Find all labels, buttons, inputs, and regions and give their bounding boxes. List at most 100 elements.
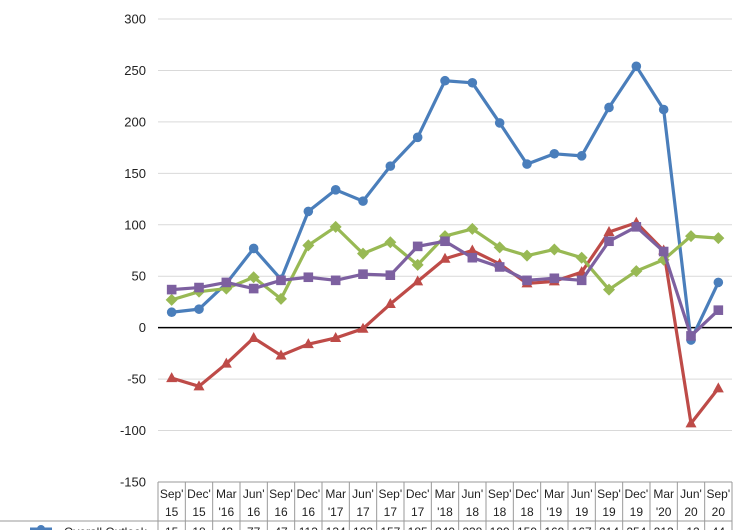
data-point — [357, 322, 369, 333]
data-point — [385, 270, 396, 280]
data-point — [412, 275, 424, 286]
table-row-value: 169 — [544, 525, 564, 530]
data-point — [276, 275, 286, 286]
x-category-label: 16 — [302, 505, 316, 519]
table-row-value: 123 — [353, 525, 373, 530]
y-axis: 300 250 200 150 100 50 0 -50 -100 -150 — [120, 12, 146, 490]
data-point — [248, 243, 259, 254]
x-category-label: Jun' — [352, 487, 374, 501]
data-point — [576, 151, 587, 161]
x-category-label: '16 — [219, 505, 235, 519]
x-category-label: '19 — [547, 505, 563, 519]
x-category-label: Jun' — [680, 487, 702, 501]
data-point — [439, 252, 451, 263]
data-point — [358, 196, 368, 206]
x-category-label: Jun' — [243, 487, 265, 501]
x-category-label: '17 — [328, 505, 344, 519]
series-1 — [166, 61, 724, 345]
x-category-label: Mar — [216, 487, 237, 501]
y-tick-label: 250 — [124, 63, 146, 78]
table-row-value: 44 — [712, 525, 726, 530]
table-row-value: -12 — [682, 525, 700, 530]
x-category-label: 18 — [466, 505, 480, 519]
y-tick-label: 100 — [124, 217, 146, 232]
data-point — [166, 284, 177, 295]
data-point — [467, 252, 478, 263]
data-point — [686, 331, 696, 341]
data-point — [494, 118, 505, 128]
data-point — [303, 272, 314, 283]
data-point — [248, 283, 259, 294]
data-point — [166, 372, 178, 383]
x-category-label: Dec' — [515, 487, 539, 501]
data-point — [603, 225, 615, 236]
series-3 — [165, 220, 725, 306]
data-point — [713, 277, 724, 288]
x-category-label: '18 — [437, 505, 453, 519]
x-category-label: 19 — [602, 505, 616, 519]
y-tick-label: 200 — [124, 114, 146, 129]
data-point — [549, 148, 560, 159]
x-category-label: Dec' — [187, 487, 211, 501]
data-point — [412, 241, 423, 252]
data-point — [194, 282, 204, 293]
data-point — [275, 292, 287, 305]
data-point — [603, 283, 615, 296]
data-point — [631, 222, 642, 232]
x-category-label: 19 — [575, 505, 589, 519]
table-row-value: 240 — [435, 525, 455, 530]
data-point — [576, 266, 588, 277]
x-category-label: 15 — [165, 505, 179, 519]
data-point — [165, 293, 178, 306]
x-category-label: 17 — [384, 505, 398, 519]
table-row-value: 167 — [572, 525, 592, 530]
data-point — [575, 251, 588, 264]
series-4 — [166, 222, 724, 341]
data-point — [631, 61, 642, 72]
data-point — [522, 275, 532, 286]
data-point — [248, 331, 260, 342]
data-table: Sep' 15 Dec' 15 Mar '16 Jun' 16 Sep' 16 Dec' 16 Mar '… — [0, 481, 733, 530]
data-point — [411, 258, 424, 271]
x-category-label: Dec' — [625, 487, 649, 501]
data-point — [467, 77, 478, 88]
x-category-label: 16 — [274, 505, 288, 519]
x-category-label: Dec' — [297, 487, 321, 501]
table-row-value: 238 — [462, 525, 482, 530]
data-point — [302, 239, 315, 252]
table-row-value: 43 — [220, 525, 234, 530]
data-point — [713, 305, 724, 315]
x-category-label: 16 — [247, 505, 261, 519]
x-category-label: 17 — [356, 505, 370, 519]
table-row-value: 47 — [274, 525, 288, 530]
series-line — [170, 64, 720, 342]
data-point — [302, 338, 314, 349]
x-category-label: Sep' — [379, 487, 403, 501]
data-point — [440, 236, 450, 247]
data-point — [357, 247, 369, 260]
table-row-value: 15 — [165, 525, 179, 530]
data-point — [604, 236, 614, 247]
data-point — [303, 206, 314, 217]
table-row-value: 254 — [626, 525, 646, 530]
data-point — [194, 304, 204, 314]
data-point — [630, 265, 643, 278]
table-row-legend-marker — [37, 525, 45, 530]
x-category-label: Sep' — [488, 487, 512, 501]
data-point — [494, 262, 505, 272]
data-point — [466, 222, 479, 235]
data-point — [193, 380, 205, 391]
data-point — [658, 246, 669, 257]
x-category-label: Jun' — [571, 487, 593, 501]
data-point — [329, 220, 342, 233]
data-point — [385, 161, 396, 171]
data-point — [466, 244, 478, 255]
data-point — [221, 277, 232, 288]
data-point — [384, 236, 397, 249]
series-group — [165, 61, 725, 428]
data-point — [604, 102, 614, 113]
table-row-value: 77 — [247, 525, 261, 530]
data-point — [712, 232, 725, 245]
data-point — [247, 271, 260, 284]
